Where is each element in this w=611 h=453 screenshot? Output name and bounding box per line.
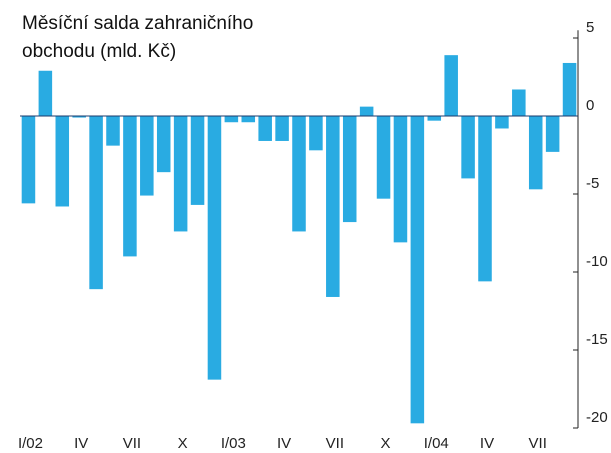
bar [156,116,171,173]
bar [376,116,391,199]
y-tick-label: -10 [586,253,608,270]
bar [309,116,323,151]
y-tick-label: -5 [586,175,599,192]
bar [89,116,103,290]
bar [342,116,357,223]
x-tick-label: I/04 [424,435,449,452]
bar [478,116,492,282]
bar [106,116,120,146]
bar [258,116,272,141]
bar [512,89,526,116]
x-tick-label: IV [480,435,494,452]
y-tick-label: 5 [586,19,594,36]
bar [495,116,509,129]
x-tick-label: I/03 [221,435,246,452]
bar [326,116,340,297]
bar [410,116,425,424]
bar [393,116,408,243]
x-tick-label: IV [74,435,88,452]
y-tick-label: -15 [586,331,608,348]
x-tick-label: VII [529,435,547,452]
bar [444,55,458,116]
bar [241,116,256,123]
y-tick-label: -20 [586,409,608,426]
bar [292,116,306,232]
bar [38,70,53,116]
bar [224,116,239,123]
bar [55,116,70,207]
x-tick-label: X [178,435,188,452]
x-tick-label: I/02 [18,435,43,452]
bar [21,116,36,204]
bar [190,116,205,205]
bar [275,116,289,141]
bar [123,116,137,257]
bar [72,116,86,118]
bar [427,116,442,121]
x-tick-label: VII [326,435,344,452]
x-tick-label: VII [123,435,141,452]
bar [461,116,475,179]
x-tick-label: IV [277,435,291,452]
x-tick-label: X [381,435,391,452]
bar [207,116,222,380]
bar [545,116,560,152]
bar [140,116,154,196]
bar [528,116,543,190]
chart-title: Měsíční salda zahraničního [22,13,253,34]
chart-title: obchodu (mld. Kč) [22,41,176,62]
y-tick-label: 0 [586,97,594,114]
bar [359,106,374,116]
bar [562,62,577,116]
bar [173,116,188,232]
